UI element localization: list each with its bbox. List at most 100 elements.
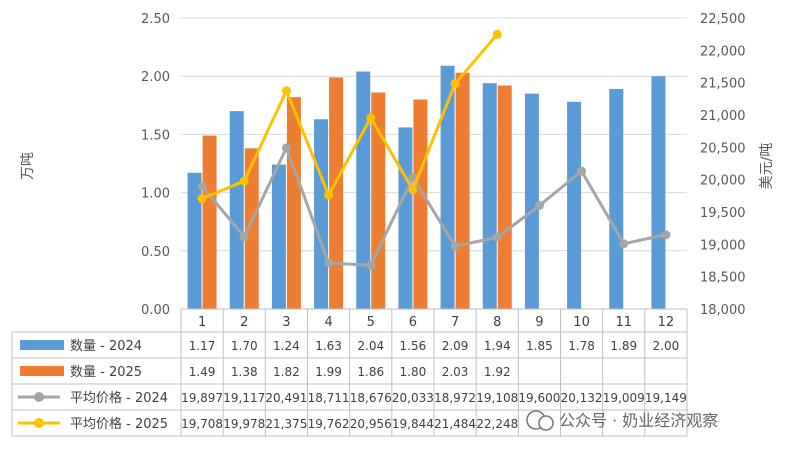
y-left-axis-title: 万吨: [20, 152, 36, 180]
data-point: [366, 113, 376, 123]
legend-marker: [34, 418, 44, 428]
data-label: 19,844: [392, 417, 434, 431]
x-tick-label: 4: [324, 315, 332, 330]
bar: [229, 111, 244, 310]
data-point: [492, 29, 502, 39]
y-left-tick-label: 1.50: [141, 128, 170, 143]
series-line: [201, 33, 499, 200]
data-label: 1.24: [273, 339, 300, 353]
y-left-tick-label: 1.00: [141, 187, 170, 202]
x-tick-label: 6: [409, 315, 417, 330]
bar: [187, 172, 202, 309]
y-right-tick-label: 19,500: [700, 206, 746, 221]
data-point: [408, 173, 418, 183]
data-label: 21,375: [265, 417, 307, 431]
y-left-tick-label: 2.50: [141, 12, 170, 27]
data-point: [492, 232, 502, 242]
bar: [497, 85, 512, 310]
data-label: 20,491: [265, 391, 307, 405]
data-label: 18,711: [308, 391, 350, 405]
data-point: [408, 185, 418, 195]
wechat-icon: [526, 410, 554, 431]
data-point: [281, 86, 291, 96]
data-label: 1.80: [400, 365, 427, 379]
y-right-tick-label: 22,500: [700, 12, 746, 27]
data-label: 19,762: [308, 417, 350, 431]
bar: [524, 93, 539, 309]
bar: [609, 89, 624, 309]
data-point: [239, 232, 249, 242]
data-point: [324, 258, 334, 268]
y-right-tick-label: 18,000: [700, 303, 746, 318]
data-label: 1.99: [315, 365, 342, 379]
x-tick-label: 11: [615, 315, 632, 330]
data-label: 1.92: [484, 365, 511, 379]
data-label: 1.89: [610, 339, 637, 353]
data-label: 1.85: [526, 339, 553, 353]
axes: 0.00 0.50 1.00 1.50 2.00 2.50 18,000 18,500 19,0…: [141, 12, 745, 318]
bar: [455, 72, 470, 309]
bar: [413, 99, 428, 309]
data-point: [239, 176, 249, 186]
data-label: 2.00: [653, 339, 680, 353]
data-label: 18,972: [434, 391, 476, 405]
watermark: 公众号 · 奶业经济观察: [526, 410, 718, 431]
data-label: 19,108: [476, 391, 518, 405]
data-label: 19,978: [223, 417, 265, 431]
data-label: 20,132: [561, 391, 603, 405]
data-label: 2.04: [357, 339, 384, 353]
y-left-tick-label: 0.50: [141, 245, 170, 260]
bar: [356, 71, 371, 309]
x-tick-label: 3: [282, 315, 290, 330]
x-tick-label: 8: [493, 315, 501, 330]
data-label: 1.17: [189, 339, 216, 353]
bars: [187, 65, 666, 310]
data-label: 1.94: [484, 339, 511, 353]
data-label: 1.86: [357, 365, 384, 379]
legend-label: 数量 - 2025: [70, 365, 142, 380]
data-point: [324, 190, 334, 200]
bar: [482, 83, 497, 310]
data-label: 18,676: [350, 391, 392, 405]
data-point: [366, 260, 376, 270]
watermark-text: 公众号 · 奶业经济观察: [559, 411, 718, 430]
x-tick-label: 5: [367, 315, 375, 330]
data-label: 21,484: [434, 417, 476, 431]
y-right-tick-label: 20,500: [700, 141, 746, 156]
data-label: 1.70: [231, 339, 258, 353]
data-label: 19,009: [603, 391, 645, 405]
bar: [398, 127, 413, 309]
legend-label: 数量 - 2024: [70, 339, 142, 354]
data-label: 20,033: [392, 391, 434, 405]
data-point: [450, 241, 460, 251]
y-right-tick-label: 21,500: [700, 77, 746, 92]
y-right-axis-title: 美元/吨: [759, 143, 775, 190]
legend-marker: [34, 392, 44, 402]
x-tick-label: 7: [451, 315, 459, 330]
legend-swatch: [20, 366, 64, 376]
data-label: 1.56: [400, 339, 427, 353]
bar: [244, 148, 259, 309]
data-point: [577, 166, 587, 176]
data-point: [534, 201, 544, 211]
bar: [202, 135, 217, 309]
bar: [567, 101, 582, 309]
data-point: [281, 143, 291, 153]
x-tick-label: 10: [573, 315, 590, 330]
y-right-tick-label: 22,000: [700, 44, 746, 59]
data-label: 1.38: [231, 365, 258, 379]
data-label: 2.09: [442, 339, 469, 353]
legend-swatch: [20, 340, 64, 350]
data-label: 19,149: [645, 391, 687, 405]
data-point: [450, 79, 460, 89]
data-label: 22,248: [476, 417, 518, 431]
data-label: 20,956: [350, 417, 392, 431]
legend-label: 平均价格 - 2025: [70, 416, 168, 432]
data-label: 19,600: [518, 391, 560, 405]
y-left-tick-label: 0.00: [141, 303, 170, 318]
bar: [329, 77, 344, 309]
bar: [314, 119, 329, 309]
y-right-tick-label: 18,500: [700, 271, 746, 286]
